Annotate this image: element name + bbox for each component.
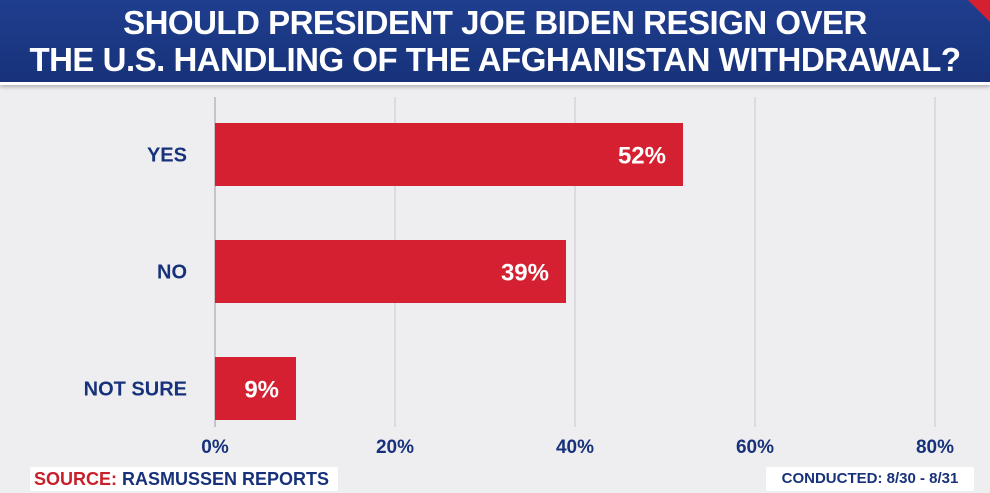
category-label: NO bbox=[157, 262, 187, 284]
data-label: 9% bbox=[244, 377, 279, 404]
x-tick-label: 40% bbox=[556, 437, 594, 458]
source-label: SOURCE: bbox=[34, 469, 118, 489]
source-value: RASMUSSEN REPORTS bbox=[122, 469, 330, 489]
bar bbox=[215, 123, 683, 186]
x-tick-label: 20% bbox=[376, 437, 414, 458]
category-label: NOT SURE bbox=[84, 379, 187, 401]
category-label: YES bbox=[147, 145, 187, 167]
chart-title-line-1: SHOULD PRESIDENT JOE BIDEN RESIGN OVER bbox=[123, 4, 867, 41]
title-banner: SHOULD PRESIDENT JOE BIDEN RESIGN OVER T… bbox=[0, 0, 990, 85]
bar bbox=[215, 357, 296, 420]
data-label: 52% bbox=[618, 143, 666, 170]
bar-chart: 0% 20% 40% 60% 80% YES 52% NO 39% NOT SURE 9% bbox=[84, 97, 954, 458]
x-tick-label: 80% bbox=[916, 437, 954, 458]
x-tick-label: 60% bbox=[736, 437, 774, 458]
conducted-dates: CONDUCTED: 8/30 - 8/31 bbox=[766, 467, 974, 491]
plot-area: 0% 20% 40% 60% 80% YES 52% NO 39% NOT SURE 9% bbox=[0, 85, 990, 493]
source-box: SOURCE: RASMUSSEN REPORTS bbox=[30, 467, 338, 491]
x-tick-label: 0% bbox=[201, 437, 229, 458]
bar bbox=[215, 240, 566, 303]
corner-accent bbox=[968, 0, 990, 22]
data-label: 39% bbox=[501, 260, 549, 287]
chart-title-line-2: THE U.S. HANDLING OF THE AFGHANISTAN WIT… bbox=[29, 41, 961, 78]
